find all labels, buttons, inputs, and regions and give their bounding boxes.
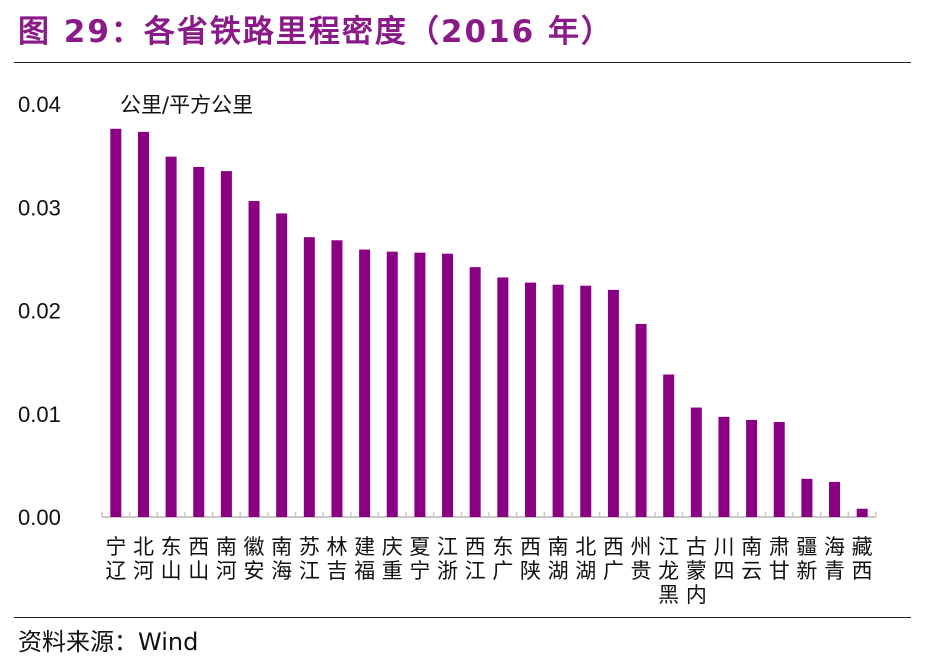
- bar-辽宁: [110, 128, 122, 517]
- x-category-label: 西广: [603, 535, 624, 583]
- x-category-label: 徽安: [244, 535, 265, 583]
- y-tick-label: 0.02: [18, 299, 61, 324]
- y-tick-label: 0.03: [18, 195, 61, 220]
- bar-吉林: [331, 240, 343, 518]
- bar-云南: [746, 419, 758, 517]
- x-category-label: 南河: [216, 535, 237, 583]
- bar-青海: [829, 481, 841, 517]
- bar-陕西: [524, 282, 536, 517]
- bar-广西: [607, 289, 619, 517]
- bar-内蒙古: [690, 407, 702, 517]
- y-tick-label: 0.00: [18, 505, 61, 530]
- x-category-label: 川四: [713, 535, 734, 583]
- unit-label: 公里/平方公里: [120, 93, 253, 117]
- bar-河南: [220, 171, 232, 518]
- x-category-label: 建福: [354, 535, 375, 583]
- bar-重庆: [386, 251, 398, 517]
- x-category-label: 苏江: [299, 535, 320, 583]
- figure-title: 图 29：各省铁路里程密度（2016 年）: [18, 14, 615, 50]
- x-category-label: 疆新: [796, 535, 817, 583]
- bar-黑龙江: [663, 374, 675, 517]
- x-category-label: 古蒙内: [686, 535, 707, 607]
- x-category-label: 北湖: [575, 535, 596, 583]
- x-category-label: 海青: [824, 535, 845, 583]
- x-category-label: 西江: [465, 535, 486, 583]
- bar-江苏: [303, 237, 315, 517]
- x-category-label: 江浙: [437, 535, 458, 583]
- bar-甘肃: [773, 422, 785, 517]
- x-category-label: 西山: [188, 535, 209, 583]
- bar-海南: [276, 213, 288, 517]
- x-category-label: 南云: [741, 535, 762, 583]
- bar-湖北: [580, 285, 592, 517]
- bar-西藏: [856, 508, 868, 517]
- x-category-label: 东山: [161, 535, 182, 583]
- bar-江西: [469, 267, 481, 517]
- x-category-label: 东广: [492, 535, 513, 583]
- bar-安徽: [248, 201, 260, 517]
- y-tick-label: 0.04: [18, 92, 61, 117]
- x-category-label: 藏西: [852, 535, 873, 583]
- x-category-label: 西陕: [520, 535, 541, 583]
- bar-福建: [359, 249, 371, 517]
- x-category-label: 肃甘: [769, 535, 790, 583]
- x-category-label: 宁辽: [105, 535, 126, 583]
- x-category-label: 州贵: [631, 535, 652, 583]
- x-category-label: 南湖: [548, 535, 569, 583]
- bar-四川: [718, 416, 730, 517]
- top-rule: [14, 62, 911, 63]
- x-category-label: 林吉: [326, 535, 347, 583]
- bar-宁夏: [414, 252, 426, 517]
- x-category-label: 江龙黑: [658, 535, 679, 607]
- bar-chart: 0.000.010.020.030.04 公里/平方公里宁辽北河东山西山南河徽安南…: [18, 92, 877, 607]
- bar-新疆: [801, 478, 813, 517]
- x-category-label: 庆重: [382, 535, 403, 583]
- bar-山东: [165, 156, 177, 517]
- x-category-label: 南海: [271, 535, 292, 583]
- y-tick-label: 0.01: [18, 402, 61, 427]
- bottom-rule: [14, 617, 911, 618]
- x-category-label: 夏宁: [409, 535, 430, 583]
- bar-河北: [137, 131, 149, 517]
- bar-湖南: [552, 284, 564, 517]
- source-note: 资料来源：Wind: [18, 628, 199, 656]
- bar-山西: [193, 166, 205, 518]
- bar-浙江: [442, 253, 454, 517]
- bar-贵州: [635, 323, 647, 517]
- x-category-label: 北河: [133, 535, 154, 583]
- bar-广东: [497, 277, 509, 517]
